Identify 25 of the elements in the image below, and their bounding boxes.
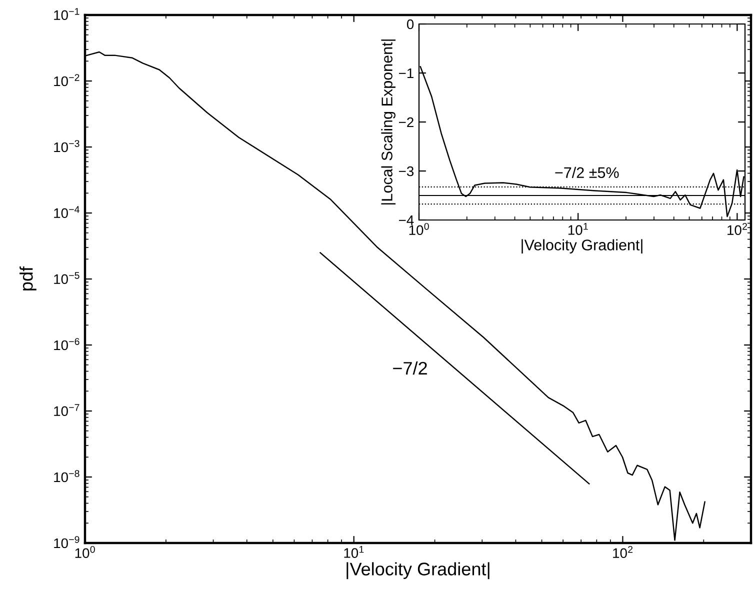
y-axis-title: |Local Scaling Exponent|	[381, 40, 396, 204]
annotation: −7/2 ±5%	[555, 166, 619, 178]
annotation: −7/2	[393, 361, 427, 375]
y-tick-label: 10$^{−4}$	[54, 206, 80, 218]
y-tick-label: 10$^{−5}$	[54, 272, 80, 284]
x-tick-label: 10$^{1}$	[568, 222, 588, 235]
y-tick-label: −1	[398, 68, 414, 78]
y-tick-label: −3	[398, 166, 414, 176]
x-tick-label: 10$^{0}$	[75, 546, 95, 558]
x-axis-title: |Velocity Gradient|	[522, 239, 642, 254]
y-tick-label: 10$^{−3}$	[54, 140, 80, 152]
y-tick-label: 10$^{−8}$	[54, 470, 80, 482]
y-tick-label: −4	[398, 215, 414, 226]
y-tick-label: 0	[406, 19, 414, 30]
y-tick-label: 10$^{−7}$	[54, 404, 80, 416]
y-tick-label: 10$^{−9}$	[54, 536, 80, 548]
y-tick-label: −2	[398, 117, 414, 128]
x-axis-title: |Velocity Gradient|	[346, 562, 490, 580]
x-tick-label: 10$^{2}$	[728, 222, 747, 236]
y-tick-label: 10$^{−6}$	[54, 338, 80, 350]
y-tick-label: 10$^{−1}$	[54, 8, 80, 20]
y-axis-title: pdf	[20, 266, 36, 290]
y-tick-label: 10$^{−2}$	[54, 74, 80, 86]
x-tick-label: 10$^{1}$	[344, 546, 364, 558]
x-tick-label: 10$^{2}$	[613, 546, 633, 558]
